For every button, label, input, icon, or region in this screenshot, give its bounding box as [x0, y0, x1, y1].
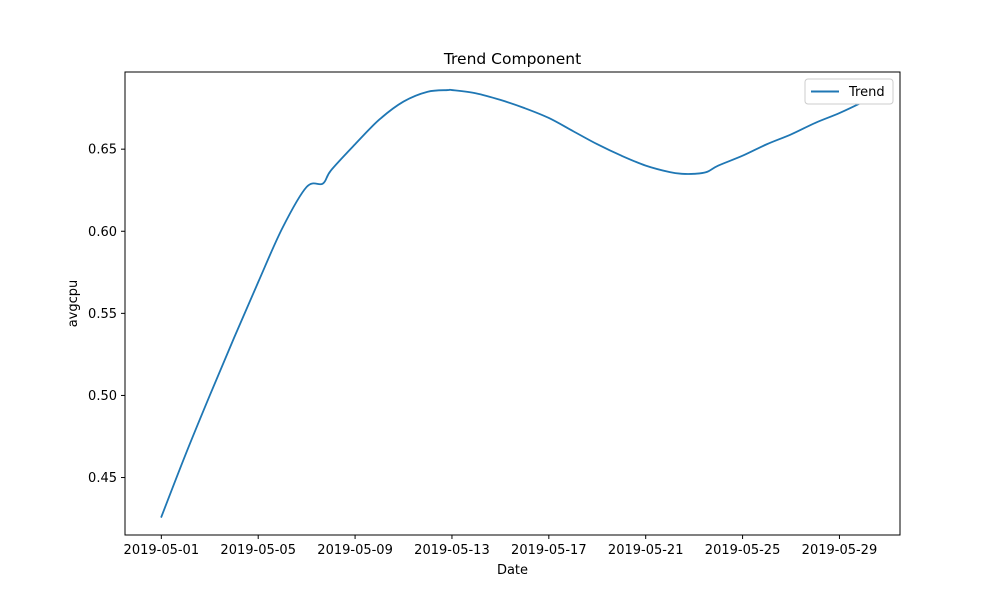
y-axis-title: avgcpu [66, 280, 81, 328]
x-tick-label: 2019-05-05 [220, 543, 296, 558]
y-tick-label: 0.45 [88, 471, 117, 486]
y-tick-label: 0.60 [88, 225, 117, 240]
x-tick-label: 2019-05-09 [317, 543, 393, 558]
series-layer [160, 88, 877, 518]
plot-area [124, 71, 901, 536]
legend-label-trend: Trend [848, 85, 885, 100]
x-tick-label: 2019-05-25 [705, 543, 781, 558]
chart-title: Trend Component [443, 50, 581, 68]
y-axis: 0.45 0.50 0.55 0.60 0.65 [88, 143, 125, 486]
y-tick-label: 0.50 [88, 389, 117, 404]
x-tick-label: 2019-05-29 [802, 543, 878, 558]
series-line-trend [160, 88, 877, 518]
x-tick-label: 2019-05-21 [608, 543, 684, 558]
y-tick-label: 0.55 [88, 307, 117, 322]
x-tick-label: 2019-05-13 [414, 543, 490, 558]
legend-box [804, 78, 894, 105]
legend: Trend [804, 78, 894, 105]
x-axis-title: Date [497, 563, 528, 578]
x-tick-label: 2019-05-17 [511, 543, 587, 558]
x-axis: 2019-05-01 2019-05-05 2019-05-09 2019-05-13… [124, 535, 878, 558]
x-tick-label: 2019-05-01 [124, 543, 200, 558]
y-tick-label: 0.65 [88, 143, 117, 158]
